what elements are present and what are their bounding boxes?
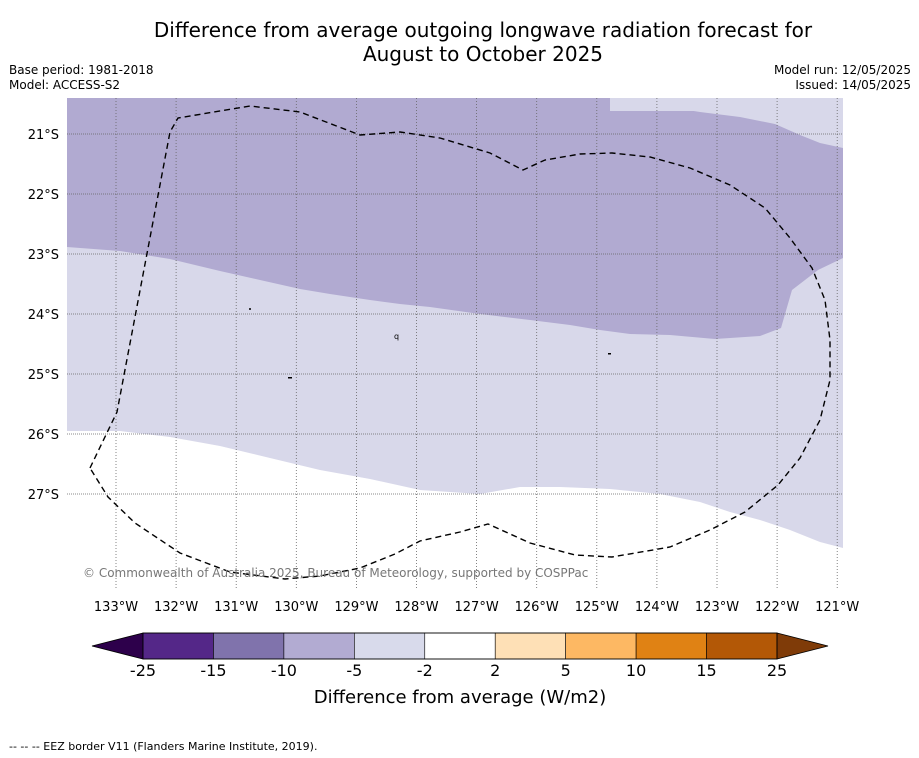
- eez-legend-note: -- -- -- EEZ border V11 (Flanders Marine…: [9, 740, 318, 753]
- colorbar-outline: [142, 632, 778, 660]
- longitude-label: 129°W: [334, 600, 378, 615]
- colorbar-bin: [565, 632, 637, 660]
- colorbar-under-arrow: [91, 632, 144, 660]
- copyright-text: © Commonwealth of Australia 2025, Bureau…: [83, 566, 588, 580]
- colorbar-bin: [213, 632, 285, 660]
- colorbar-bin: [706, 632, 778, 660]
- colorbar: -25 -15 -10 -5 -2 2 5 10 15 25 Difference from av…: [91, 632, 829, 708]
- longitude-label: 132°W: [154, 600, 198, 615]
- band-top-right-fringe: [610, 98, 843, 111]
- meta-right: Model run: 12/05/2025 Issued: 14/05/2025: [774, 63, 911, 93]
- colorbar-bins: [142, 632, 778, 660]
- map-plot-area: q © Commonwealth of Australia 2025, Bure…: [67, 98, 843, 590]
- longitude-label: 124°W: [635, 600, 679, 615]
- latitude-label: 27°S: [28, 488, 59, 503]
- model-run: Model run: 12/05/2025: [773, 63, 911, 77]
- colorbar-bin: [635, 632, 707, 660]
- longitude-label: 125°W: [575, 600, 619, 615]
- longitude-label: 123°W: [695, 600, 739, 615]
- colorbar-tick-label: 25: [767, 661, 787, 680]
- latitude-label: 22°S: [28, 188, 59, 203]
- colorbar-bin: [354, 632, 426, 660]
- latitude-label: 26°S: [28, 428, 59, 443]
- colorbar-bin: [142, 632, 214, 660]
- colorbar-label: Difference from average (W/m2): [314, 687, 606, 708]
- longitude-label: 130°W: [274, 600, 318, 615]
- longitude-label: 121°W: [815, 600, 859, 615]
- latitude-label: 24°S: [28, 308, 59, 323]
- longitude-label: 128°W: [394, 600, 438, 615]
- colorbar-tick-label: -25: [130, 661, 156, 680]
- island-mark: [288, 377, 292, 379]
- colorbar-tick-label: 10: [626, 661, 646, 680]
- colorbar-bin: [283, 632, 355, 660]
- colorbar-tick-label: 2: [490, 661, 500, 680]
- map-title-line2: August to October 2025: [362, 42, 604, 66]
- colorbar-tick-label: 5: [561, 661, 571, 680]
- island-mark: [249, 308, 251, 310]
- colorbar-bin: [424, 632, 496, 660]
- longitude-labels: 133°W 132°W 131°W 130°W 129°W 128°W 127°W 126°W…: [94, 600, 860, 615]
- issued-date: Issued: 14/05/2025: [795, 78, 911, 92]
- island-mark: [608, 353, 611, 355]
- map-title: Difference from average outgoing longwav…: [0, 18, 919, 66]
- graticule: [67, 98, 843, 590]
- meta-left: Base period: 1981-2018 Model: ACCESS-S2: [9, 63, 154, 93]
- band-minus10-minus5: [67, 98, 843, 339]
- colorbar-ticks: -25 -15 -10 -5 -2 2 5 10 15 25: [130, 661, 787, 680]
- latitude-label: 23°S: [28, 248, 59, 263]
- latitude-labels: 21°S 22°S 23°S 24°S 25°S 26°S 27°S: [28, 128, 59, 503]
- colorbar-bin: [494, 632, 566, 660]
- longitude-label: 126°W: [515, 600, 559, 615]
- longitude-label: 127°W: [455, 600, 499, 615]
- colorbar-tick-label: -2: [417, 661, 433, 680]
- latitude-label: 25°S: [28, 368, 59, 383]
- longitude-label: 133°W: [94, 600, 138, 615]
- longitude-label: 131°W: [214, 600, 258, 615]
- longitude-label: 122°W: [755, 600, 799, 615]
- latitude-label: 21°S: [28, 128, 59, 143]
- colorbar-tick-label: -15: [200, 661, 226, 680]
- island-mark: q: [394, 332, 399, 341]
- map-title-line1: Difference from average outgoing longwav…: [153, 18, 813, 42]
- colorbar-tick-label: 15: [696, 661, 716, 680]
- colorbar-tick-label: -5: [346, 661, 362, 680]
- eez-border: [89, 105, 831, 580]
- model-name: Model: ACCESS-S2: [9, 78, 121, 92]
- colorbar-over-arrow: [776, 632, 829, 660]
- base-period: Base period: 1981-2018: [9, 63, 154, 77]
- colorbar-tick-label: -10: [271, 661, 297, 680]
